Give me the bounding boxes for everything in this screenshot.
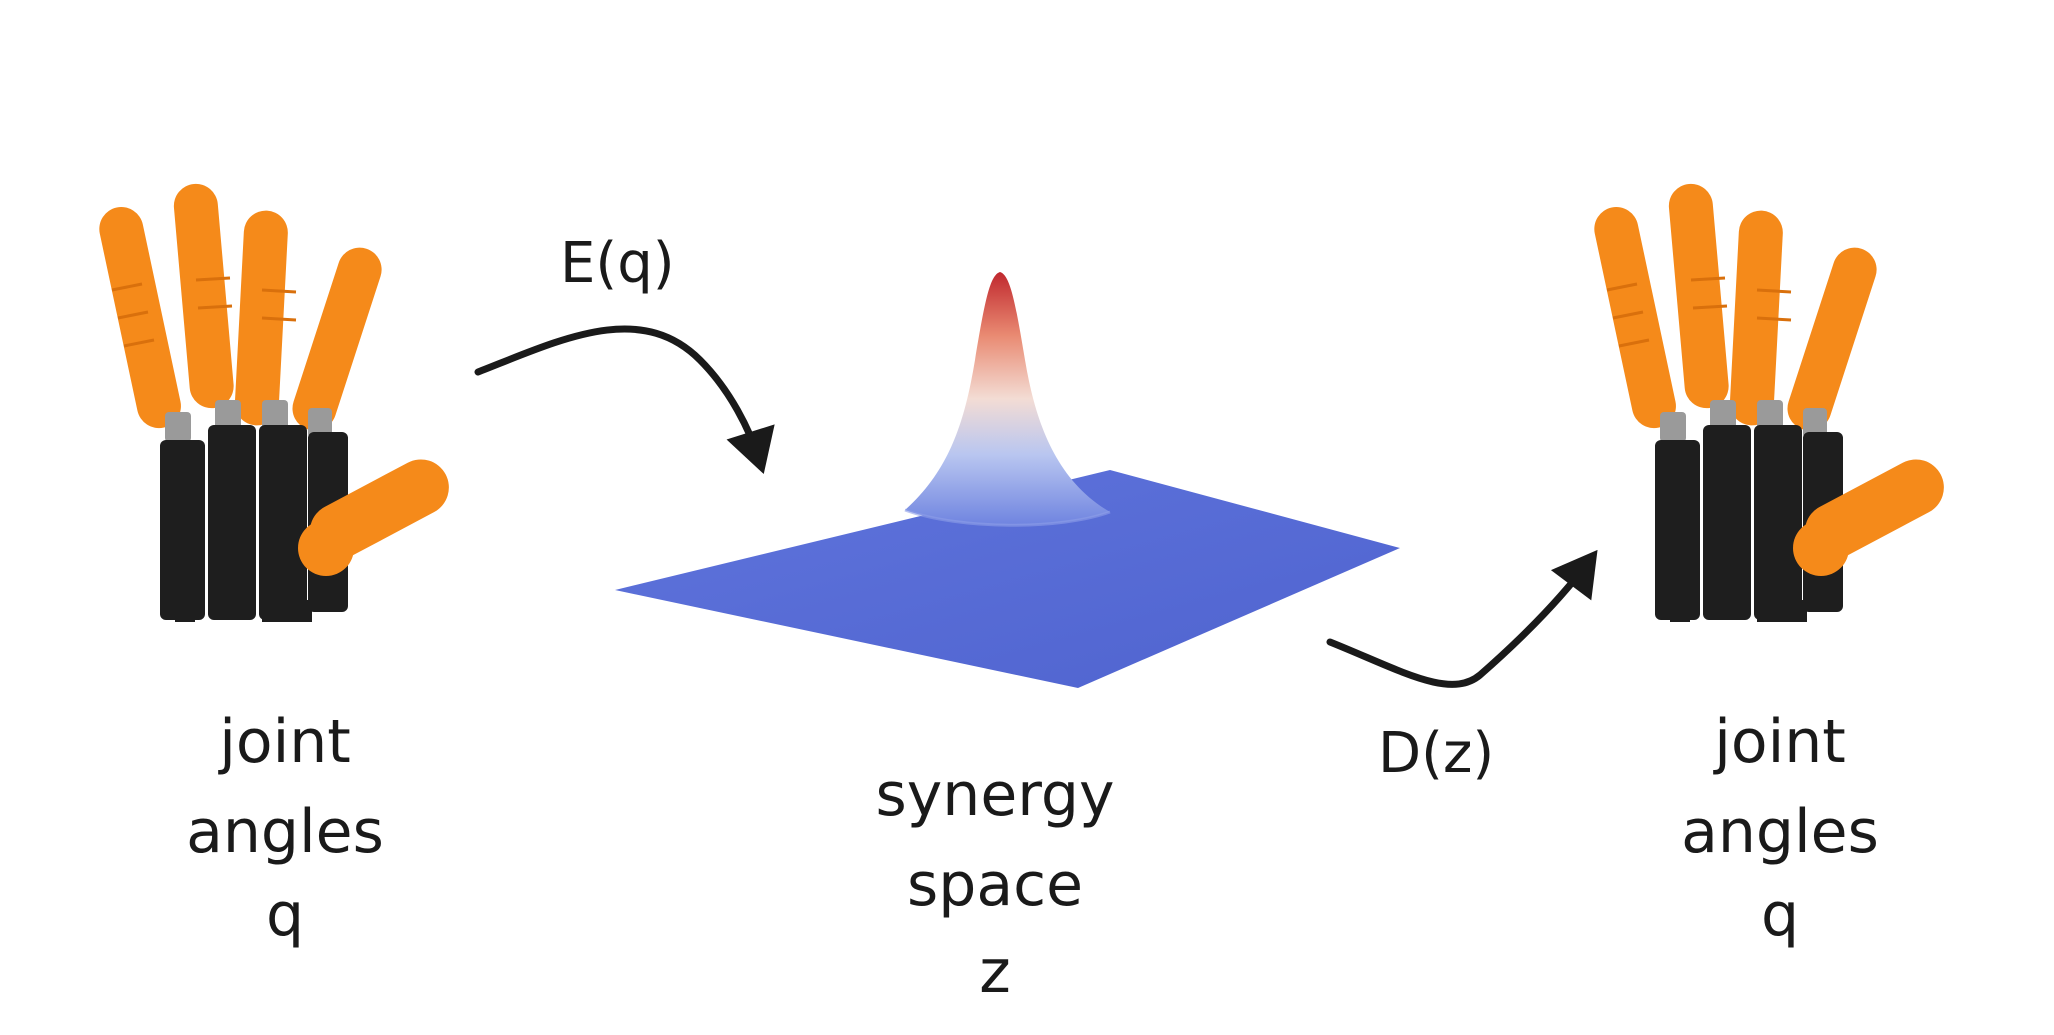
synergy-caption-line-3: z <box>979 937 1011 1007</box>
synergy-caption: synergy space z <box>876 760 1115 1007</box>
left-caption-line-1: joint <box>217 707 351 777</box>
left-caption-line-3: q <box>266 880 304 950</box>
right-caption: joint angles q <box>1681 707 1879 950</box>
synergy-peak <box>905 272 1110 526</box>
synergy-plane <box>615 470 1400 688</box>
right-robot-hand-image <box>1588 180 1956 624</box>
left-caption: joint angles q <box>186 707 384 950</box>
encoder-label: E(q) <box>560 231 675 296</box>
decoder-arrow <box>1326 549 1598 688</box>
right-caption-line-1: joint <box>1712 707 1846 777</box>
left-caption-line-2: angles <box>186 797 384 867</box>
right-caption-line-2: angles <box>1681 797 1879 867</box>
encoder-arrow <box>474 325 775 475</box>
decoder-label: D(z) <box>1378 721 1494 786</box>
left-robot-hand-image <box>93 180 461 624</box>
synergy-caption-line-2: space <box>907 850 1083 920</box>
synergy-caption-line-1: synergy <box>876 760 1115 830</box>
synergy-surface-plot <box>615 272 1400 688</box>
right-caption-line-3: q <box>1761 880 1799 950</box>
